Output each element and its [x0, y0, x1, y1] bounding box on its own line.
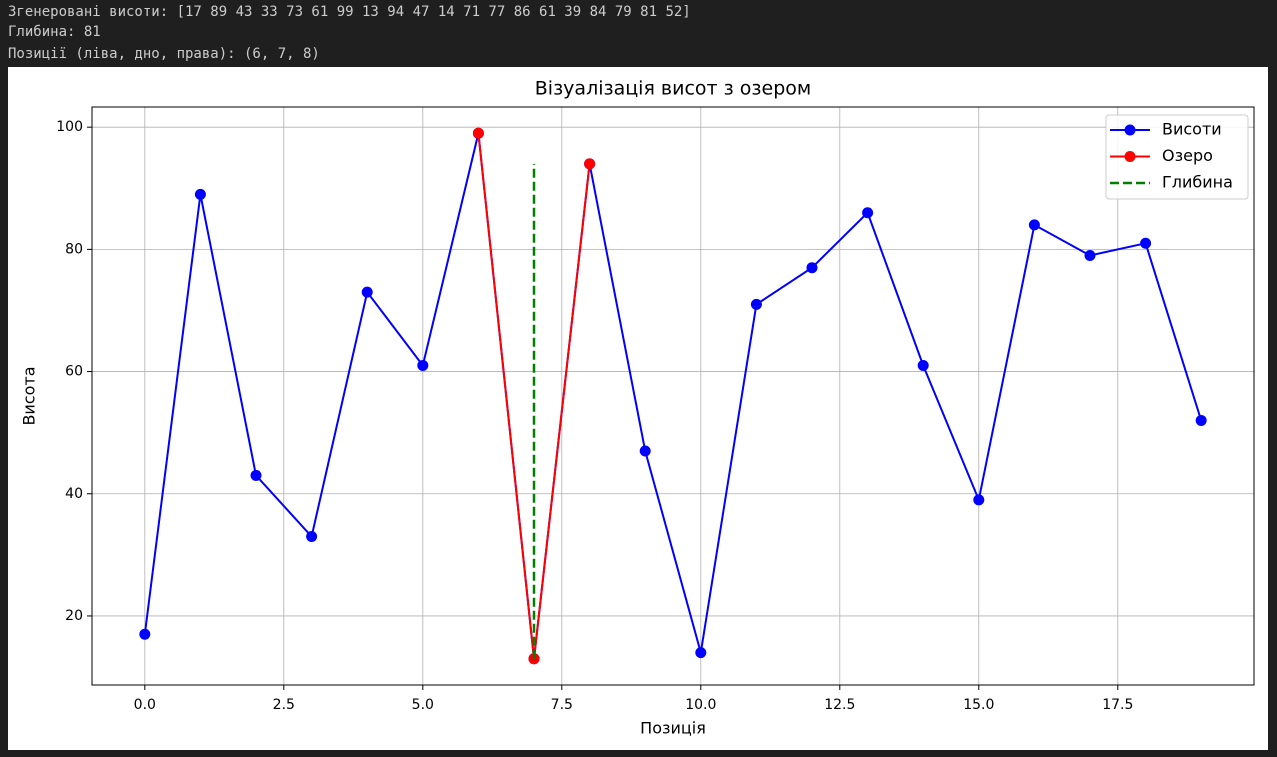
point — [194, 188, 206, 200]
legend-label: Глибина — [1162, 173, 1233, 192]
y-tick-label: 100 — [56, 119, 83, 135]
legend-label: Озеро — [1162, 146, 1213, 165]
output-line: Позиції (ліва, дно, права): (6, 7, 8) — [8, 46, 320, 62]
output-line: Згенеровані висоти: [17 89 43 33 73 61 9… — [8, 4, 691, 20]
y-tick-label: 40 — [65, 486, 83, 502]
y-tick-label: 20 — [65, 608, 83, 624]
plot-frame — [91, 106, 1255, 686]
point — [139, 628, 151, 640]
point — [639, 445, 651, 457]
y-axis-label: Висота — [20, 366, 39, 425]
legend-marker — [1124, 151, 1136, 162]
point — [973, 494, 985, 506]
x-tick-label: 17.5 — [1102, 697, 1133, 713]
x-tick-label: 15.0 — [963, 697, 994, 713]
point — [361, 286, 373, 298]
x-tick-label: 0.0 — [134, 697, 156, 713]
point — [917, 359, 929, 371]
y-tick-label: 60 — [65, 364, 83, 380]
point — [862, 207, 874, 219]
point — [695, 647, 707, 659]
chart-title: Візуалізація висот з озером — [535, 78, 811, 100]
point — [250, 469, 262, 481]
x-tick-label: 2.5 — [273, 697, 295, 713]
point — [1084, 249, 1096, 261]
x-tick-label: 5.0 — [412, 697, 434, 713]
point — [417, 359, 429, 371]
x-tick-label: 7.5 — [551, 697, 573, 713]
output-line: Глибина: 81 — [8, 24, 101, 40]
point — [750, 298, 762, 310]
series-line — [143, 133, 1203, 659]
x-tick-label: 12.5 — [824, 697, 855, 713]
point — [584, 158, 596, 170]
legend-marker — [1124, 124, 1136, 136]
legend-box — [1105, 114, 1249, 200]
point — [806, 262, 818, 274]
x-axis-label: Позиція — [640, 719, 706, 738]
chart: Візуалізація висот з озером Позиція Висо… — [8, 67, 1268, 750]
y-tick-label: 80 — [65, 241, 83, 257]
point — [1195, 414, 1207, 426]
point — [306, 531, 318, 543]
legend: Висоти Озеро Глибина — [1105, 114, 1249, 200]
point — [1140, 237, 1152, 249]
point — [472, 127, 484, 139]
point — [1028, 219, 1040, 231]
legend-label: Висоти — [1162, 120, 1222, 139]
x-tick-label: 10.0 — [685, 697, 716, 713]
